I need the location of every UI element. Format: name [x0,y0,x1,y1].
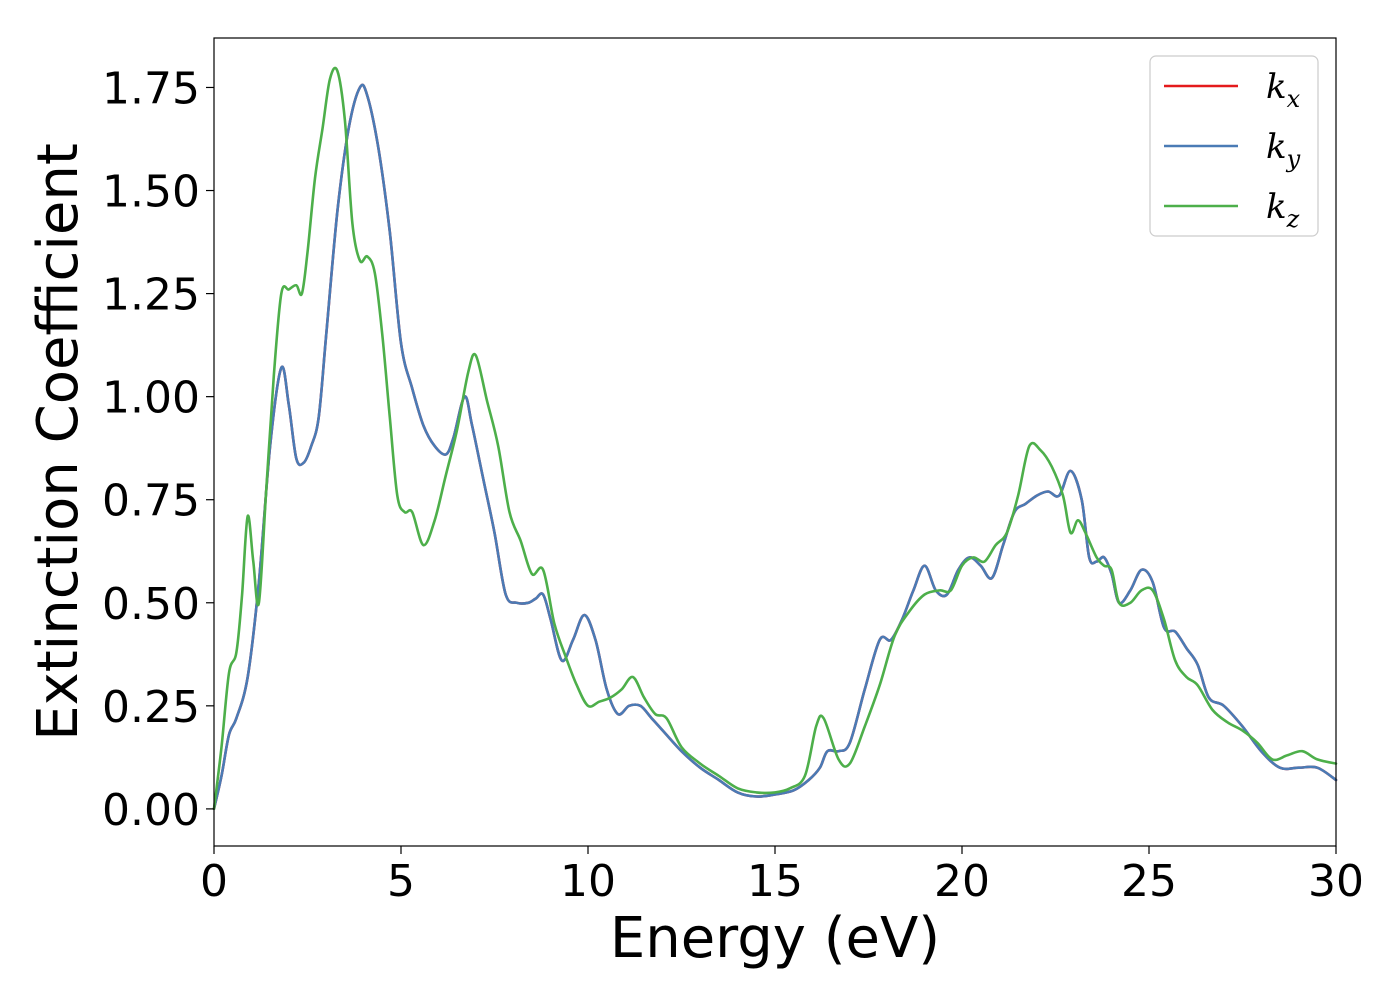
x-tick-label: 15 [747,856,803,907]
x-tick-label: 30 [1308,856,1364,907]
y-tick-label: 1.25 [102,270,200,321]
y-axis-ticks: 0.00 0.25 0.50 0.75 1.00 1.25 1.50 1.75 [102,63,214,836]
y-tick-label: 0.75 [102,476,200,527]
series-line-y [212,83,1338,811]
y-tick-label: 0.25 [102,682,200,733]
series-line-z [212,66,1338,811]
x-tick-label: 5 [387,856,415,907]
y-tick-label: 1.50 [102,167,200,218]
y-tick-label: 1.00 [102,373,200,424]
series-layer [212,66,1338,811]
y-tick-label: 1.75 [102,63,200,114]
y-tick-label: 0.50 [102,579,200,630]
x-axis-title: Energy (eV) [610,906,940,971]
x-tick-label: 0 [200,856,228,907]
x-axis-ticks: 0 5 10 15 20 25 30 [200,846,1364,907]
x-tick-label: 10 [560,856,616,907]
x-tick-label: 20 [934,856,990,907]
x-tick-label: 25 [1121,856,1177,907]
y-tick-label: 0.00 [102,785,200,836]
y-axis-title: Extinction Coefficient [26,143,91,741]
